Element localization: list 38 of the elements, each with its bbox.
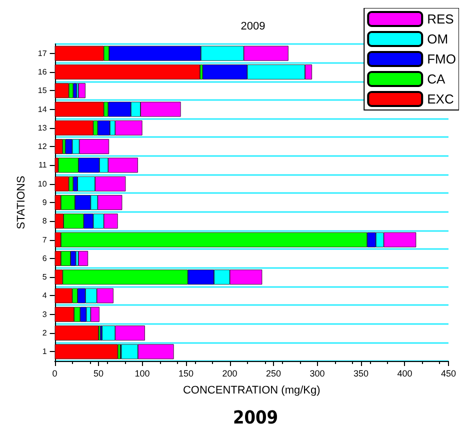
text: 2009 (233, 408, 278, 428)
x-tick-label: 200 (222, 368, 238, 378)
chart-title: 2009 (240, 20, 266, 32)
legend-label: CA (427, 72, 446, 86)
x-tick-label: 0 (52, 368, 58, 378)
x-tick-label: 50 (94, 368, 104, 378)
y-tick-label: 9 (42, 198, 48, 207)
y-tick-label: 10 (38, 179, 48, 188)
legend-label: FMO (427, 52, 456, 66)
x-tick-label: 100 (134, 368, 150, 378)
legend-label: EXC (427, 92, 454, 106)
x-tick-label: 450 (440, 368, 456, 378)
y-tick-label: 4 (42, 291, 48, 300)
y-tick-label: 12 (38, 142, 48, 152)
y-tick-label: 13 (38, 123, 48, 132)
y-tick-label: 15 (38, 86, 48, 96)
y-tick-label: 6 (42, 254, 48, 263)
x-tick-label: 400 (397, 368, 412, 378)
x-tick-label: 150 (178, 368, 194, 378)
y-tick-label: 1 (42, 347, 48, 356)
y-tick-label: 14 (38, 104, 48, 114)
y-tick-label: 16 (38, 67, 48, 76)
y-tick-label: 7 (42, 235, 48, 244)
y-tick-label: 5 (42, 272, 48, 282)
y-tick-label: 8 (42, 216, 48, 226)
y-tick-label: 3 (42, 310, 48, 319)
bar (78, 83, 86, 98)
y-tick-label: 17 (38, 48, 48, 58)
x-tick-label: 300 (310, 368, 325, 378)
y-tick-label: 11 (38, 160, 48, 170)
y-tick-label: 2 (42, 328, 48, 338)
x-tick-label: 350 (353, 368, 369, 378)
bar (78, 250, 88, 266)
x-tick-label: 250 (266, 368, 282, 378)
legend-label: RES (427, 12, 454, 26)
x-axis-title: CONCENTRATION (mg/Kg) (182, 384, 320, 396)
y-axis-title: STATIONS (16, 176, 28, 230)
legend-label: OM (427, 32, 448, 46)
